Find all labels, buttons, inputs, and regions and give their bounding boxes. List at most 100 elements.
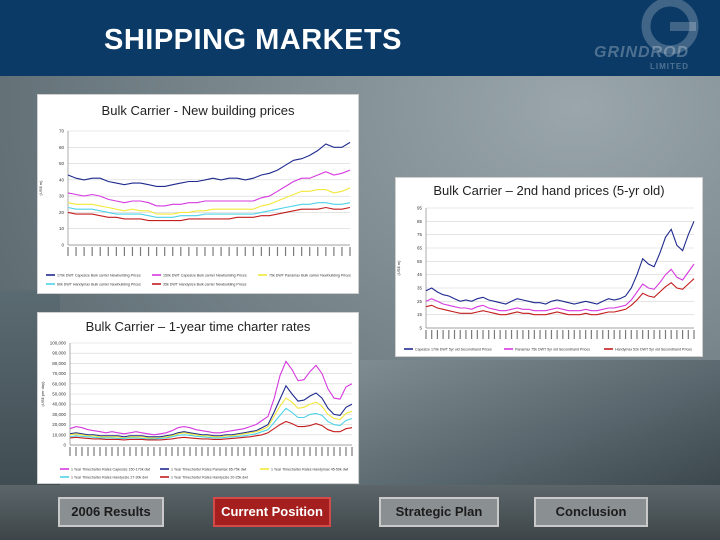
legend-entry: Capesize 170k DWT 5yr old Secondhand Pri…: [415, 348, 492, 352]
y-tick-label: 35: [417, 286, 423, 291]
x-tick-mark: [653, 330, 655, 339]
x-tick-mark: [172, 247, 174, 256]
x-tick-mark: [482, 330, 484, 339]
x-tick-mark: [276, 247, 279, 256]
x-tick-mark: [333, 447, 335, 456]
logo-subtext: LIMITED: [650, 62, 689, 71]
chart-title-timecharter: Bulk Carrier – 1-year time charter rates: [85, 319, 311, 334]
x-tick-mark: [442, 330, 444, 339]
x-tick-mark: [195, 447, 197, 456]
chart-secondhand: (US$ m) 5 15 25 35 45 55 65 75 85 95 Capesize 170k …: [396, 206, 695, 352]
x-tick-mark: [69, 447, 71, 456]
x-tick-mark: [252, 247, 254, 256]
x-tick-mark: [465, 330, 467, 339]
nav-button-current-position[interactable]: Current Position: [213, 497, 331, 527]
x-tick-mark: [476, 330, 478, 339]
x-tick-mark: [325, 247, 327, 256]
x-tick-mark: [180, 247, 182, 256]
x-tick-mark: [131, 247, 134, 256]
nav-button-2006-results[interactable]: 2006 Results: [58, 497, 164, 527]
y-tick-label: 60: [59, 145, 65, 150]
x-tick-mark: [642, 330, 644, 339]
x-tick-mark: [164, 247, 166, 256]
x-tick-mark: [75, 447, 77, 456]
chart-newbuilding: (US$ m) 0 10 20 30 40 50 60 70 170k DWT Capesize …: [38, 129, 351, 287]
x-tick-mark: [293, 247, 295, 256]
x-tick-mark: [213, 447, 215, 456]
x-tick-mark: [268, 247, 271, 256]
x-tick-mark: [285, 447, 287, 456]
background-ship-right: [360, 360, 720, 490]
series-line: [67, 202, 351, 218]
legend-entry: Panamax 75k DWT 5yr old Secondhand Price…: [515, 348, 590, 352]
x-tick-mark: [453, 330, 456, 339]
y-tick-label: 25: [417, 299, 423, 304]
x-tick-mark: [249, 447, 251, 456]
x-tick-mark: [123, 247, 125, 256]
x-tick-mark: [83, 247, 85, 256]
x-tick-mark: [228, 247, 230, 256]
x-tick-mark: [545, 330, 547, 339]
x-tick-mark: [244, 247, 246, 256]
secondhand-title-text: Bulk Carrier – 2nd hand prices (5-yr old…: [433, 183, 665, 198]
legend-entry: 1 Year Timecharter Rates Capesize 150-17…: [71, 468, 150, 472]
y-tick-label: 40,000: [52, 402, 66, 407]
x-tick-mark: [345, 447, 347, 456]
x-tick-mark: [493, 330, 496, 339]
y-tick-label: 90,000: [52, 351, 66, 356]
x-tick-mark: [188, 247, 190, 256]
x-tick-mark: [327, 447, 329, 456]
chart-panel-timecharter: Bulk Carrier – 1-year time charter rates…: [37, 312, 359, 484]
y-axis-label: (US$ m): [396, 260, 401, 276]
nav-button-conclusion[interactable]: Conclusion: [534, 497, 648, 527]
x-tick-mark: [590, 330, 592, 339]
x-tick-mark: [129, 447, 131, 456]
x-tick-mark: [99, 247, 101, 256]
x-tick-mark: [267, 447, 269, 456]
legend-entry: 150k DWT Capesize Bulk carrier Newbuildi…: [163, 274, 247, 278]
x-tick-mark: [220, 247, 222, 256]
x-tick-mark: [533, 330, 535, 339]
x-tick-mark: [349, 247, 351, 256]
y-tick-label: 40: [59, 177, 65, 182]
x-tick-mark: [107, 247, 109, 256]
series-line: [67, 169, 351, 207]
y-tick-label: 70,000: [52, 371, 66, 376]
x-tick-mark: [664, 330, 667, 339]
x-tick-mark: [676, 330, 678, 339]
y-tick-label: 55: [417, 259, 423, 264]
x-tick-mark: [135, 447, 137, 456]
x-tick-mark: [333, 247, 335, 256]
y-tick-label: 20,000: [52, 422, 66, 427]
legend-entry: 1 Year Timecharter Rates Handysize 20-25…: [171, 476, 248, 480]
x-tick-mark: [321, 447, 323, 456]
header-bar: [0, 0, 720, 76]
x-tick-mark: [636, 330, 638, 339]
x-tick-mark: [171, 447, 173, 456]
x-tick-mark: [91, 247, 93, 256]
y-tick-label: 15: [417, 312, 423, 317]
x-tick-mark: [573, 330, 575, 339]
x-tick-mark: [488, 330, 490, 339]
x-tick-mark: [471, 330, 473, 339]
nav-button-strategic-plan[interactable]: Strategic Plan: [379, 497, 499, 527]
x-tick-mark: [351, 447, 353, 456]
x-tick-mark: [425, 330, 427, 339]
x-tick-mark: [505, 330, 507, 339]
y-tick-label: 10,000: [52, 432, 66, 437]
x-tick-mark: [196, 247, 198, 256]
y-axis-label: (US$ per day): [40, 381, 45, 407]
y-tick-label: 70: [59, 129, 65, 134]
x-tick-mark: [115, 247, 117, 256]
x-tick-mark: [81, 447, 83, 456]
series-line: [425, 221, 695, 305]
x-tick-mark: [436, 330, 439, 339]
y-tick-label: 60,000: [52, 381, 66, 386]
x-tick-mark: [596, 330, 598, 339]
chart-title-newbuilding: Bulk Carrier - New building prices: [101, 103, 295, 118]
x-tick-mark: [99, 447, 101, 456]
x-tick-mark: [260, 247, 262, 256]
legend-entry: 35k DWT Handysize Bulk carrier Newbuildi…: [163, 283, 247, 287]
x-tick-mark: [630, 330, 632, 339]
x-tick-mark: [291, 447, 293, 456]
